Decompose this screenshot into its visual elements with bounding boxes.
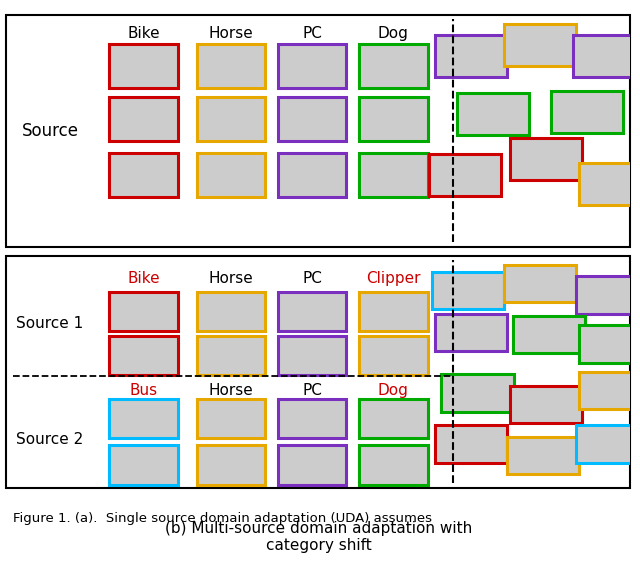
Bar [435,425,508,462]
Text: Figure 1. (a).  Single source domain adaptation (UDA) assumes: Figure 1. (a). Single source domain adap… [13,512,432,525]
Bar [550,91,623,133]
Bar [359,445,428,485]
Bar [109,399,178,438]
Text: Dog: Dog [378,383,409,398]
Bar [579,163,640,205]
Bar [510,138,582,180]
Bar [109,97,178,141]
Bar [278,97,346,141]
Bar [196,153,266,197]
Bar [278,399,346,438]
Text: (b) Multi-source domain adaptation with
category shift: (b) Multi-source domain adaptation with … [164,521,472,553]
Text: Target: Target [514,24,566,42]
Bar [109,445,178,485]
Bar [504,24,576,66]
Text: Bike: Bike [127,271,160,286]
Bar [196,336,266,375]
Bar [429,154,501,196]
Bar [513,316,586,353]
Text: Bus: Bus [130,383,157,398]
Bar [432,272,504,309]
Text: PC: PC [302,383,322,398]
Bar [504,265,576,302]
Bar [359,292,428,331]
Bar [575,277,640,314]
Bar [510,386,582,423]
Bar [196,399,266,438]
Bar [507,437,579,474]
Bar [359,153,428,197]
Bar [109,153,178,197]
Bar [109,292,178,331]
Text: Horse: Horse [209,271,253,286]
Bar [575,425,640,462]
Bar [278,445,346,485]
Bar [109,44,178,88]
Text: Bike: Bike [127,26,160,41]
Bar [359,44,428,88]
Bar [359,336,428,375]
Bar [278,44,346,88]
Bar [278,336,346,375]
Bar [435,35,508,77]
Text: PC: PC [302,26,322,41]
Text: (a) Single source domain adaptation: (a) Single source domain adaptation [179,270,458,285]
Bar [196,97,266,141]
Bar [359,399,428,438]
Bar [573,35,640,77]
Bar [435,314,508,351]
Text: Horse: Horse [209,383,253,398]
Bar [579,372,640,409]
Bar [579,325,640,363]
Bar [442,374,513,411]
Bar [196,292,266,331]
Bar [359,97,428,141]
Bar [109,336,178,375]
Text: Target: Target [514,266,566,283]
Text: Horse: Horse [209,26,253,41]
Text: Dog: Dog [378,26,409,41]
Bar [196,44,266,88]
Bar [457,94,529,135]
Text: Source 1: Source 1 [17,315,84,331]
Text: PC: PC [302,271,322,286]
Text: Source: Source [22,122,79,139]
Text: Clipper: Clipper [366,271,420,286]
Bar [278,153,346,197]
Text: Source 2: Source 2 [17,432,84,447]
Bar [196,445,266,485]
Bar [278,292,346,331]
